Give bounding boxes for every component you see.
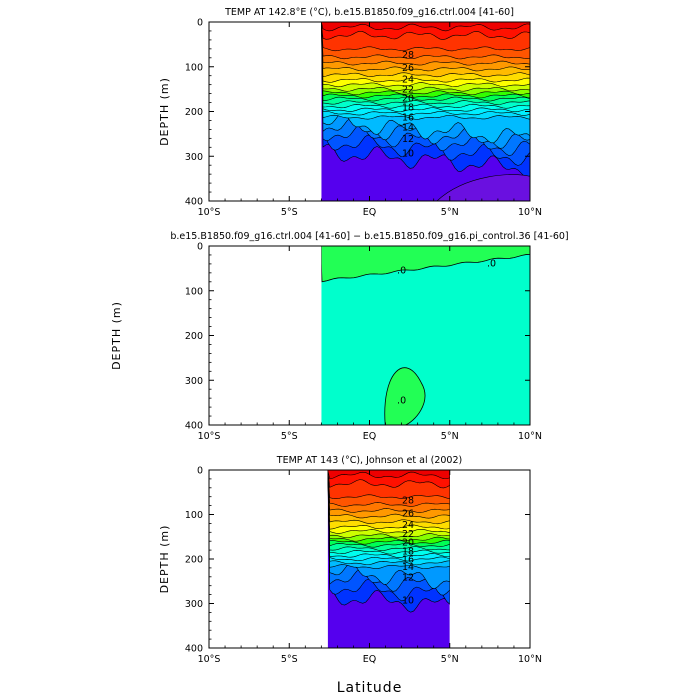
isotherm-band-29 <box>327 470 450 480</box>
diff-positive-surface <box>321 246 530 283</box>
x-tick-label: EQ <box>363 654 376 665</box>
contour-label: .0 <box>397 266 406 277</box>
x-axis-label: Latitude <box>337 680 403 696</box>
y-tick-label: 400 <box>185 644 203 655</box>
y-axis-label: DEPTH (m) <box>158 77 171 146</box>
contour-label: 14 <box>402 123 414 134</box>
y-tick-label: 100 <box>185 510 203 521</box>
y-tick-label: 200 <box>185 331 203 342</box>
y-tick-label: 0 <box>197 242 203 253</box>
x-tick-label: 10°S <box>198 431 221 442</box>
x-tick-label: 10°N <box>518 431 542 442</box>
contour-label: 12 <box>402 572 414 583</box>
x-tick-label: 10°N <box>518 207 542 218</box>
y-tick-label: 0 <box>197 466 203 477</box>
isotherm-band-29 <box>321 22 530 32</box>
y-tick-label: 100 <box>185 286 203 297</box>
contour-label: 16 <box>402 555 414 566</box>
contour-label: 20 <box>402 94 414 105</box>
panel-title: TEMP AT 143 (°C), Johnson et al (2002) <box>276 455 462 466</box>
contour-label: 10 <box>402 148 414 159</box>
contour-label: 18 <box>402 547 414 558</box>
contour-label: 16 <box>402 112 414 123</box>
contour-label: .0 <box>397 396 406 407</box>
panel-title: TEMP AT 142.8°E (°C), b.e15.B1850.f09_g1… <box>224 7 514 18</box>
x-tick-label: 5°S <box>281 431 298 442</box>
x-tick-label: 5°N <box>441 654 459 665</box>
y-tick-label: 400 <box>185 421 203 432</box>
y-tick-label: 300 <box>185 152 203 163</box>
x-tick-label: 10°S <box>198 654 221 665</box>
contour-label: 24 <box>402 74 414 85</box>
contour-label: 22 <box>402 529 414 540</box>
y-tick-label: 200 <box>185 555 203 566</box>
contour-label: 28 <box>402 50 414 61</box>
contour-label: 22 <box>402 85 414 96</box>
panel-title: b.e15.B1850.f09_g16.ctrl.004 [41-60] − b… <box>170 231 568 242</box>
x-tick-label: EQ <box>363 431 376 442</box>
contour-label: 20 <box>402 538 414 549</box>
y-tick-label: 100 <box>185 62 203 73</box>
contour-label: 26 <box>402 509 414 520</box>
x-tick-label: 5°N <box>441 207 459 218</box>
y-tick-label: 400 <box>185 197 203 208</box>
chart-panel-2: .0 .0 .0 10°S 5°S EQ 5°N 10°N 0 100 200 300 400 b.e15… <box>110 231 569 442</box>
x-tick-label: 10°S <box>198 207 221 218</box>
diff-positive-deep <box>384 367 426 425</box>
y-tick-label: 0 <box>197 18 203 29</box>
x-tick-label: 10°N <box>518 654 542 665</box>
contour-label: 12 <box>402 134 414 145</box>
contour-label: 10 <box>402 596 414 607</box>
contour-label: 26 <box>402 63 414 74</box>
contour-label: 28 <box>402 495 414 506</box>
x-tick-label: EQ <box>363 207 376 218</box>
x-tick-label: 5°S <box>281 207 298 218</box>
x-tick-label: 5°S <box>281 654 298 665</box>
y-tick-label: 300 <box>185 599 203 610</box>
x-tick-label: 5°N <box>441 431 459 442</box>
y-tick-label: 300 <box>185 376 203 387</box>
contour-label: .0 <box>487 259 496 270</box>
y-tick-label: 200 <box>185 107 203 118</box>
contour-fill <box>321 246 530 425</box>
contour-fill <box>321 22 530 201</box>
contour-label: 14 <box>402 562 414 573</box>
contour-label: 24 <box>402 520 414 531</box>
contour-label: 18 <box>402 103 414 114</box>
contour-fill <box>327 470 450 648</box>
y-axis-label: DEPTH (m) <box>110 301 123 370</box>
y-axis-label: DEPTH (m) <box>158 525 171 594</box>
